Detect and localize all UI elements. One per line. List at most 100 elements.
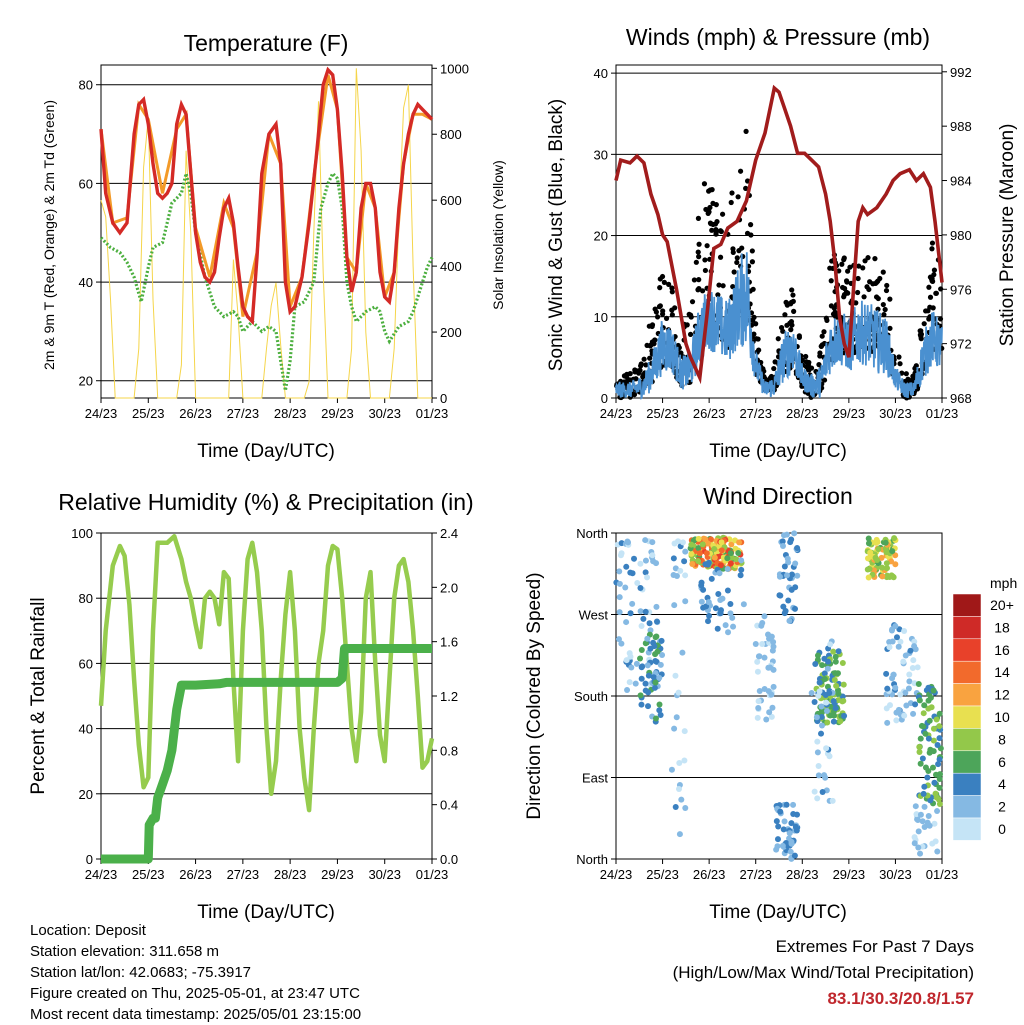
direction-point	[897, 638, 904, 645]
direction-point	[776, 592, 783, 599]
gust-point	[929, 246, 935, 252]
direction-point	[835, 648, 842, 655]
direction-point	[754, 658, 761, 665]
gust-point	[657, 285, 663, 291]
temperature-title: Temperature (F)	[184, 30, 349, 56]
direction-point	[911, 638, 918, 645]
direction-point	[652, 715, 659, 722]
gust-point	[707, 204, 713, 211]
direction-point	[717, 562, 724, 569]
x-tick-label: 28/23	[274, 867, 307, 882]
station-location: Location: Deposit	[30, 922, 146, 939]
direction-point	[889, 548, 896, 555]
direction-point	[735, 549, 742, 556]
gust-point	[927, 294, 934, 300]
direction-point	[910, 657, 917, 664]
direction-point	[922, 764, 929, 771]
direction-point	[681, 728, 688, 735]
winds-ylabel: Sonic Wind & Gust (Blue, Black)	[546, 99, 567, 371]
gust-point	[739, 245, 745, 251]
y-tick-label: 60	[79, 656, 93, 671]
gust-point	[787, 320, 793, 326]
direction-point	[783, 531, 790, 538]
direction-point	[840, 681, 847, 688]
direction-point	[679, 649, 686, 656]
direction-point	[903, 702, 910, 709]
direction-point	[657, 712, 664, 719]
gust-point	[661, 279, 667, 285]
direction-point	[770, 639, 777, 646]
direction-point	[788, 536, 795, 543]
direction-point	[638, 701, 645, 708]
gust-point	[832, 309, 838, 316]
x-tick-label: 26/23	[693, 867, 726, 882]
gust-point	[887, 325, 893, 331]
gust-point	[912, 365, 918, 372]
x-tick-label: 24/23	[600, 406, 633, 421]
gust-point	[631, 391, 638, 398]
direction-point	[730, 623, 737, 630]
direction-point	[625, 539, 632, 546]
colorbar-swatch	[952, 772, 982, 796]
direction-point	[638, 622, 645, 629]
direction-point	[755, 698, 762, 705]
winds-title: Winds (mph) & Pressure (mb)	[626, 24, 930, 50]
direction-point	[763, 716, 770, 723]
direction-point	[841, 712, 848, 719]
direction-point	[781, 563, 788, 570]
gust-point	[931, 267, 938, 273]
direction-point	[819, 722, 826, 729]
x-tick-label: 27/23	[227, 867, 260, 882]
gust-point	[790, 292, 796, 298]
direction-point	[814, 749, 821, 756]
direction-point	[916, 697, 923, 704]
direction-point	[716, 570, 723, 577]
direction-point	[732, 545, 739, 552]
direction-point	[902, 652, 909, 659]
direction-point	[616, 594, 623, 601]
direction-point	[696, 550, 703, 557]
direction-point	[678, 796, 685, 803]
direction-point	[891, 535, 898, 542]
direction-point	[830, 698, 837, 705]
direction-point	[700, 586, 707, 593]
direction-point	[831, 677, 838, 684]
direction-point	[700, 604, 707, 611]
direction-point	[911, 834, 918, 841]
precipitation-line	[101, 644, 432, 864]
direction-point	[832, 653, 839, 660]
gust-point	[887, 296, 893, 302]
gust-point	[872, 256, 878, 262]
gust-point	[860, 265, 866, 271]
gust-point	[716, 282, 722, 288]
direction-point	[915, 844, 922, 851]
direction-point	[936, 800, 943, 807]
direction-point	[644, 574, 651, 581]
direction-point	[656, 707, 663, 714]
humidity-precip-panel: Relative Humidity (%) & Precipitation (i…	[28, 489, 474, 923]
x-tick-label: 30/23	[368, 406, 401, 421]
y-tick-label: 20	[594, 229, 608, 244]
direction-point	[729, 614, 736, 621]
direction-point	[900, 658, 907, 665]
gust-point	[917, 332, 923, 338]
gust-point	[717, 254, 724, 260]
gust-point	[656, 304, 663, 310]
direction-point	[936, 775, 943, 782]
direction-point	[679, 539, 686, 546]
gust-point	[695, 287, 701, 293]
direction-point	[646, 620, 653, 627]
direction-point	[818, 730, 825, 737]
direction-points	[613, 530, 944, 862]
humidity-title: Relative Humidity (%) & Precipitation (i…	[58, 489, 473, 515]
direction-point	[756, 688, 763, 695]
sonic-wind-line	[615, 252, 943, 400]
gust-point	[897, 361, 903, 367]
x-tick-label: 01/23	[416, 406, 449, 421]
direction-point	[652, 658, 659, 665]
gust-point	[710, 221, 716, 228]
gust-point	[640, 374, 646, 380]
direction-point	[792, 560, 799, 567]
gust-point	[788, 327, 794, 333]
gust-point	[771, 365, 777, 372]
